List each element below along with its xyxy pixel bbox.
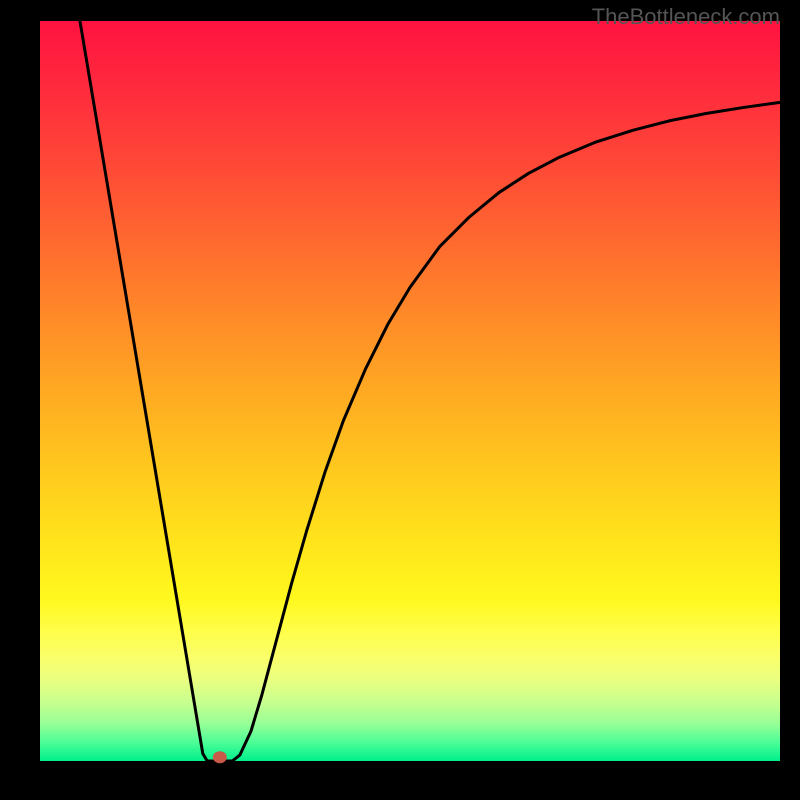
attribution-text: TheBottleneck.com [592, 4, 780, 30]
chart-container: TheBottleneck.com [0, 0, 800, 800]
bottleneck-chart [0, 0, 800, 800]
optimal-point-marker [213, 751, 227, 763]
